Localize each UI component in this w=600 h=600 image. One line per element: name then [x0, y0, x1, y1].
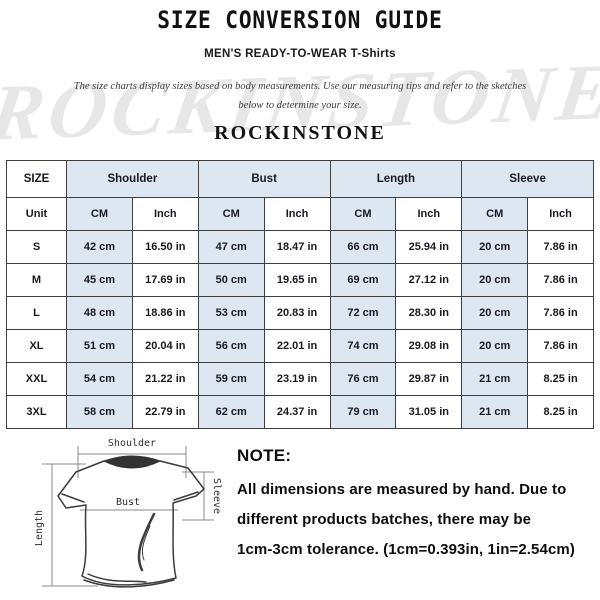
- unit-inch: Inch: [395, 197, 463, 231]
- measure-cell: 18.47 in: [263, 230, 331, 264]
- measure-cell: 72 cm: [329, 296, 397, 330]
- measure-cell: 16.50 in: [131, 230, 199, 264]
- measure-cell: 28.30 in: [395, 296, 463, 330]
- size-cell: 3XL: [6, 395, 67, 429]
- measure-cell: 76 cm: [329, 362, 397, 396]
- measure-cell: 8.25 in: [527, 362, 594, 396]
- table-row: S 42 cm 16.50 in 47 cm 18.47 in 66 cm 25.94 in…: [6, 230, 594, 264]
- table-row: XXL 54 cm 21.22 in 59 cm 23.19 in 76 cm 29.87 …: [6, 362, 594, 396]
- measure-cell: 48 cm: [66, 296, 133, 330]
- unit-cm: CM: [66, 197, 133, 231]
- measure-cell: 20 cm: [461, 296, 529, 330]
- measure-cell: 18.86 in: [131, 296, 199, 330]
- group-header-bust: Bust: [197, 160, 331, 198]
- note-line-3: 1cm-3cm tolerance. (1cm=0.393in, 1in=2.5…: [237, 541, 575, 558]
- measure-cell: 21 cm: [461, 362, 529, 396]
- measure-cell: 29.87 in: [395, 362, 463, 396]
- measure-cell: 20 cm: [461, 230, 529, 264]
- measure-cell: 20 cm: [461, 263, 529, 297]
- table-row: XL 51 cm 20.04 in 56 cm 22.01 in 74 cm 29.08 i…: [6, 329, 594, 363]
- measure-cell: 20.83 in: [263, 296, 331, 330]
- measure-cell: 42 cm: [66, 230, 133, 264]
- measure-cell: 21.22 in: [131, 362, 199, 396]
- measure-cell: 23.19 in: [263, 362, 331, 396]
- measure-cell: 58 cm: [66, 395, 133, 429]
- size-conversion-table: SIZE Shoulder Bust Length Sleeve Unit CM…: [6, 160, 594, 429]
- diagram-shoulder-label: Shoulder: [108, 438, 156, 449]
- measure-cell: 50 cm: [197, 263, 265, 297]
- measure-cell: 7.86 in: [527, 296, 594, 330]
- measure-cell: 29.08 in: [395, 329, 463, 363]
- measure-cell: 20 cm: [461, 329, 529, 363]
- table-row: 3XL 58 cm 22.79 in 62 cm 24.37 in 79 cm 31.05 …: [6, 395, 594, 429]
- page-subtitle: MEN'S READY-TO-WEAR T-Shirts: [204, 48, 396, 60]
- measure-cell: 51 cm: [66, 329, 133, 363]
- size-cell: XL: [6, 329, 67, 363]
- measure-cell: 21 cm: [461, 395, 529, 429]
- measure-cell: 56 cm: [197, 329, 265, 363]
- brand-name: ROCKINSTONE: [214, 122, 386, 144]
- unit-header-row: Unit CM Inch CM Inch CM Inch CM Inch: [6, 197, 594, 231]
- unit-cm: CM: [329, 197, 397, 231]
- unit-cm: CM: [461, 197, 529, 231]
- measure-cell: 74 cm: [329, 329, 397, 363]
- measure-cell: 31.05 in: [395, 395, 463, 429]
- measure-cell: 22.01 in: [263, 329, 331, 363]
- note-line-2: different products batches, there may be: [237, 511, 532, 528]
- measure-cell: 17.69 in: [131, 263, 199, 297]
- size-cell: L: [6, 296, 67, 330]
- note-line-1: All dimensions are measured by hand. Due…: [237, 481, 567, 498]
- measure-cell: 59 cm: [197, 362, 265, 396]
- measure-cell: 19.65 in: [263, 263, 331, 297]
- measure-cell: 27.12 in: [395, 263, 463, 297]
- measure-cell: 66 cm: [329, 230, 397, 264]
- size-column-header: SIZE: [6, 160, 67, 198]
- group-header-length: Length: [329, 160, 463, 198]
- measure-cell: 69 cm: [329, 263, 397, 297]
- group-header-row: SIZE Shoulder Bust Length Sleeve: [6, 160, 594, 198]
- measure-cell: 7.86 in: [527, 329, 594, 363]
- description-line-2: below to determine your size.: [238, 100, 362, 111]
- measure-cell: 53 cm: [197, 296, 265, 330]
- unit-label: Unit: [6, 197, 67, 231]
- size-cell: XXL: [6, 362, 67, 396]
- measure-cell: 45 cm: [66, 263, 133, 297]
- tshirt-outline: [57, 460, 205, 588]
- description-line-1: The size charts display sizes based on b…: [73, 81, 527, 92]
- measure-cell: 20.04 in: [131, 329, 199, 363]
- measure-cell: 24.37 in: [263, 395, 331, 429]
- unit-inch: Inch: [263, 197, 331, 231]
- measure-cell: 7.86 in: [527, 263, 594, 297]
- group-header-shoulder: Shoulder: [66, 160, 199, 198]
- measure-cell: 22.79 in: [131, 395, 199, 429]
- tshirt-measurement-diagram: Shoulder Bust Length Sleeve: [34, 438, 222, 588]
- diagram-bust-label: Bust: [116, 497, 140, 508]
- measure-cell: 8.25 in: [527, 395, 594, 429]
- description: The size charts display sizes based on b…: [0, 77, 600, 115]
- diagram-length-label: Length: [34, 510, 45, 546]
- measure-cell: 54 cm: [66, 362, 133, 396]
- measure-cell: 47 cm: [197, 230, 265, 264]
- measure-cell: 79 cm: [329, 395, 397, 429]
- unit-cm: CM: [197, 197, 265, 231]
- table-row: L 48 cm 18.86 in 53 cm 20.83 in 72 cm 28.30 in…: [6, 296, 594, 330]
- note-section: NOTE: All dimensions are measured by han…: [237, 446, 587, 565]
- group-header-sleeve: Sleeve: [461, 160, 594, 198]
- measurement-lines: [42, 446, 214, 587]
- note-title: NOTE:: [237, 446, 292, 465]
- unit-inch: Inch: [131, 197, 199, 231]
- table-row: M 45 cm 17.69 in 50 cm 19.65 in 69 cm 27.12 in…: [6, 263, 594, 297]
- measure-cell: 62 cm: [197, 395, 265, 429]
- unit-inch: Inch: [527, 197, 594, 231]
- size-cell: S: [6, 230, 67, 264]
- tshirt-collar: [102, 455, 162, 469]
- measure-cell: 25.94 in: [395, 230, 463, 264]
- diagram-sleeve-label: Sleeve: [211, 478, 222, 514]
- measure-cell: 7.86 in: [527, 230, 594, 264]
- page-title: SIZE CONVERSION GUIDE: [157, 6, 443, 34]
- size-table-body: S 42 cm 16.50 in 47 cm 18.47 in 66 cm 25.94 in…: [6, 230, 594, 429]
- size-cell: M: [6, 263, 67, 297]
